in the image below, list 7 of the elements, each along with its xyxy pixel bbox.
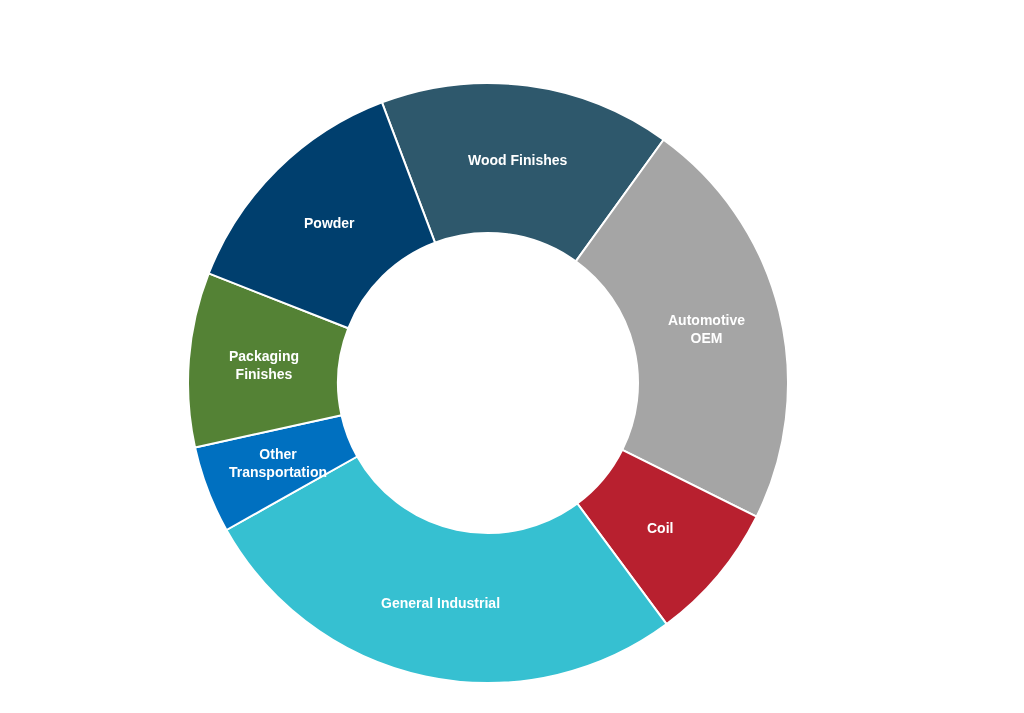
- slice-label: Other Transportation: [229, 446, 328, 481]
- slice-label: General Industrial: [381, 595, 501, 611]
- slice-label: Packaging Finishes: [229, 348, 300, 383]
- slice-label: Coil: [647, 520, 674, 536]
- slice-label: Wood Finishes: [468, 152, 568, 168]
- slice-label: Powder: [304, 215, 356, 231]
- slice-label: Automotive OEM: [668, 312, 746, 347]
